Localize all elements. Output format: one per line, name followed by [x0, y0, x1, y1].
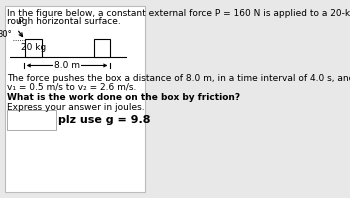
Text: 30°: 30°: [0, 30, 12, 39]
Text: In the figure below, a constant external force P = 160 N is applied to a 20-kg b: In the figure below, a constant external…: [7, 9, 350, 18]
Bar: [7, 110, 56, 129]
Text: rough horizontal surface.: rough horizontal surface.: [7, 17, 121, 26]
FancyBboxPatch shape: [5, 6, 145, 192]
Bar: [25, 39, 42, 57]
Text: v₁ = 0.5 m/s to v₂ = 2.6 m/s.: v₁ = 0.5 m/s to v₂ = 2.6 m/s.: [7, 82, 136, 91]
Text: 20 kg: 20 kg: [21, 43, 46, 52]
Text: P: P: [18, 17, 23, 26]
Bar: [94, 39, 110, 57]
Text: Express your answer in joules.: Express your answer in joules.: [7, 103, 145, 112]
Text: 8.0 m: 8.0 m: [54, 61, 80, 70]
Text: What is the work done on the box by friction?: What is the work done on the box by fric…: [7, 93, 240, 102]
Text: The force pushes the box a distance of 8.0 m, in a time interval of 4.0 s, and t: The force pushes the box a distance of 8…: [7, 74, 350, 83]
Text: plz use g = 9.8: plz use g = 9.8: [58, 115, 151, 125]
